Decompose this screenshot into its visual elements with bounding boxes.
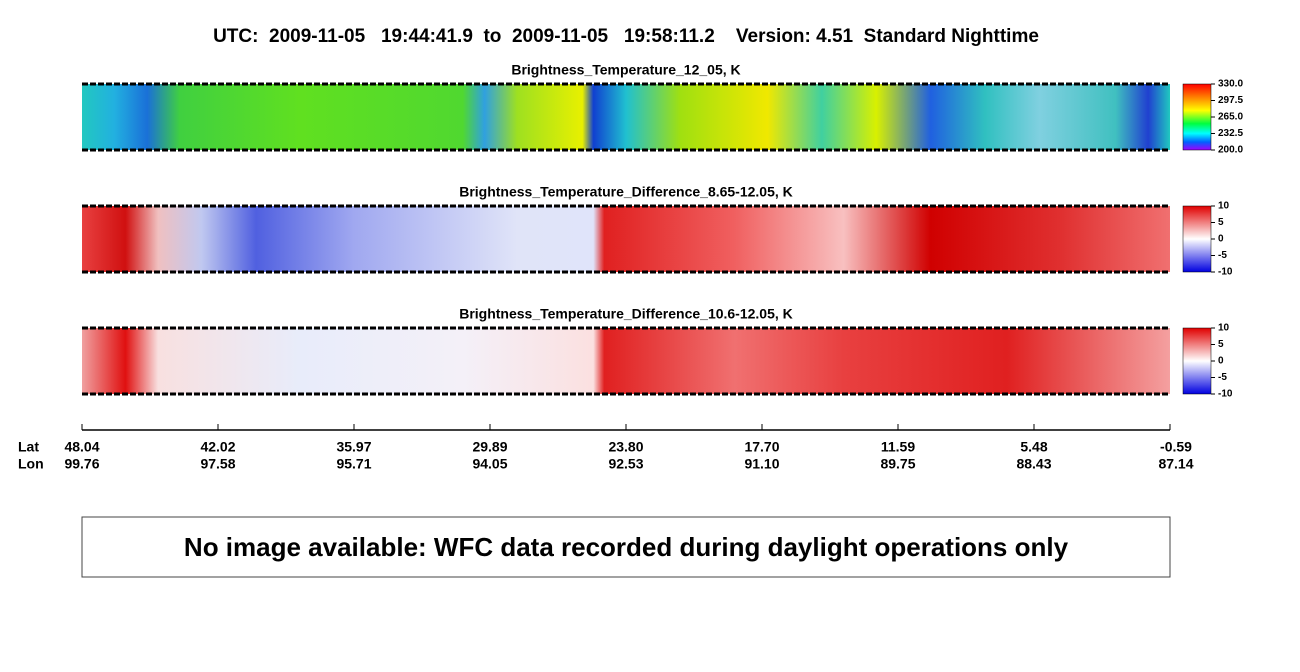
colorbar-label: 265.0 [1218,112,1243,123]
lat-tick-label: 23.80 [608,439,643,455]
lon-tick-label: 89.75 [880,456,915,472]
colorbar [1182,205,1212,273]
lat-tick-label: 35.97 [336,439,371,455]
image-strip [82,206,1170,272]
image-strip [82,84,1170,150]
lon-label: Lon [18,456,44,472]
lon-tick-label: 94.05 [472,456,507,472]
colorbar-label: 0 [1218,234,1224,245]
colorbar-label: 297.5 [1218,95,1243,106]
colorbar-label: 5 [1218,217,1224,228]
lon-tick-label: 91.10 [744,456,779,472]
lat-tick-label: 11.59 [881,439,915,455]
colorbar-label: 232.5 [1218,128,1243,139]
colorbar-label: -5 [1218,372,1227,383]
lon-tick-label: 88.43 [1016,456,1051,472]
colorbar [1182,327,1212,395]
panel-title: Brightness_Temperature_Difference_8.65-1… [459,184,793,200]
colorbar-label: -10 [1218,267,1233,278]
colorbar-label: -10 [1218,389,1233,400]
lat-tick-label: 29.89 [472,439,507,455]
lon-tick-label: 87.14 [1158,456,1193,472]
notice-box [81,516,1171,578]
panels: Brightness_Temperature_12_05, K 330.0 297.… [82,62,1243,400]
colorbar-label: 10 [1218,323,1230,334]
image-strip [82,328,1170,394]
lat-tick-label: 17.70 [744,439,779,455]
lat-tick-label: 42.02 [200,439,235,455]
colorbar-label: 330.0 [1218,79,1243,90]
page-title: UTC: 2009-11-05 19:44:41.9 to 2009-11-05… [213,26,1039,47]
colorbar-label: 10 [1218,201,1230,212]
lat-label: Lat [18,439,39,455]
colorbar-label: 200.0 [1218,145,1243,156]
lon-tick-label: 92.53 [608,456,643,472]
lon-tick-label: 95.71 [336,456,371,472]
colorbar-label: -5 [1218,250,1227,261]
colorbar-label: 0 [1218,356,1224,367]
panel-title: Brightness_Temperature_Difference_10.6-1… [459,306,793,322]
lat-tick-label: 48.04 [64,439,99,455]
lat-tick-label: -0.59 [1160,439,1192,455]
colorbar-label: 5 [1218,339,1224,350]
lon-tick-label: 99.76 [64,456,99,472]
colorbar [1182,83,1212,151]
lat-tick-label: 5.48 [1020,439,1047,455]
panel-title: Brightness_Temperature_12_05, K [511,62,740,78]
lon-tick-label: 97.58 [200,456,235,472]
notice-text: No image available: WFC data recorded du… [184,532,1069,562]
